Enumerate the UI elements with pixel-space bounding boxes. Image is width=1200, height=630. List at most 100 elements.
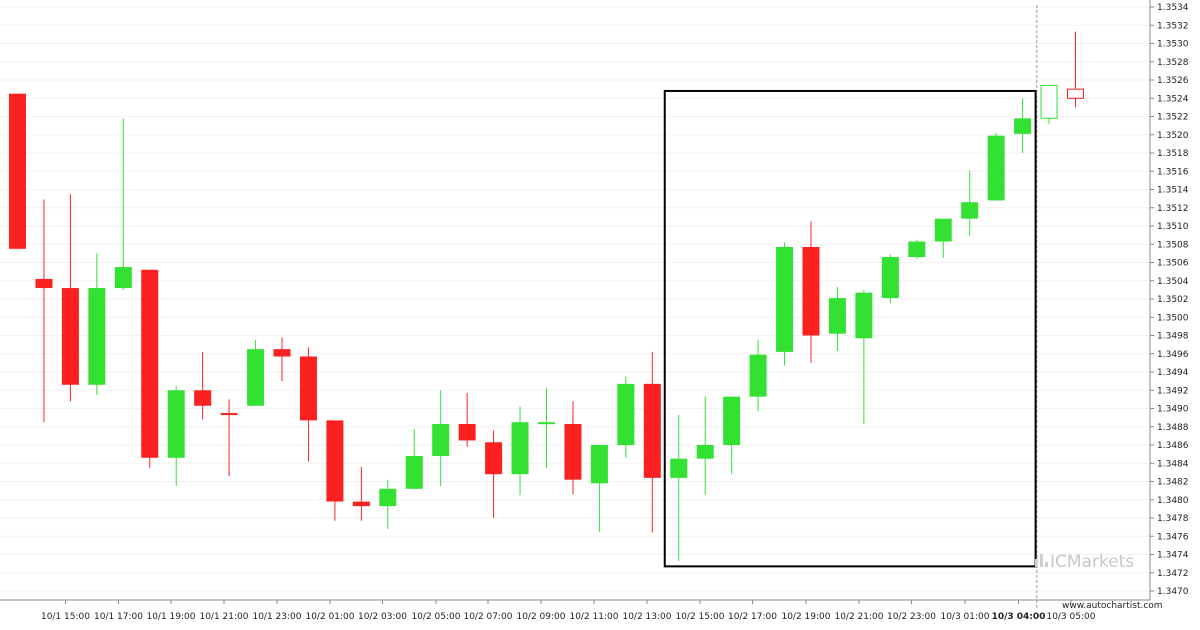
y-tick-label: 1.3502 bbox=[1157, 295, 1189, 305]
candle-body bbox=[828, 298, 846, 334]
candle-body bbox=[987, 135, 1005, 201]
candle-body bbox=[749, 354, 767, 397]
candle-body bbox=[1040, 84, 1058, 119]
y-tick-label: 1.3482 bbox=[1157, 478, 1189, 488]
y-tick-label: 1.3534 bbox=[1157, 3, 1189, 13]
y-tick-label: 1.3490 bbox=[1157, 405, 1189, 415]
candle-body bbox=[670, 458, 688, 478]
candle bbox=[908, 239, 926, 259]
candle-body bbox=[88, 288, 106, 385]
candle-body bbox=[61, 288, 79, 385]
candle bbox=[590, 445, 608, 532]
candle-body bbox=[723, 396, 741, 445]
y-tick-label: 1.3528 bbox=[1157, 58, 1189, 68]
candle-body bbox=[855, 292, 873, 339]
y-tick-label: 1.3496 bbox=[1157, 350, 1189, 360]
candle bbox=[828, 287, 846, 352]
candle bbox=[35, 199, 53, 423]
candle bbox=[352, 466, 370, 521]
watermark-text: ICMarkets bbox=[1050, 552, 1134, 572]
candles bbox=[9, 31, 1084, 561]
candle-body bbox=[273, 349, 291, 357]
candle bbox=[987, 132, 1005, 201]
candle-body bbox=[194, 390, 212, 406]
candle-body bbox=[141, 269, 159, 458]
candle bbox=[379, 479, 397, 529]
candle-body bbox=[352, 501, 370, 507]
y-tick-label: 1.3508 bbox=[1157, 240, 1189, 250]
y-tick-label: 1.3524 bbox=[1157, 94, 1189, 104]
x-tick-label: 10/2 09:00 bbox=[516, 612, 565, 622]
candle-body bbox=[432, 424, 450, 456]
candle bbox=[881, 254, 899, 304]
y-tick-label: 1.3486 bbox=[1157, 441, 1189, 451]
icmarkets-logo: ICMarkets bbox=[1035, 552, 1134, 572]
candle bbox=[326, 420, 344, 521]
candle-body bbox=[35, 278, 53, 289]
x-tick-label: 10/3 01:00 bbox=[940, 612, 989, 622]
candle-body bbox=[961, 202, 979, 219]
candle bbox=[9, 93, 26, 249]
x-tick-label: 10/2 23:00 bbox=[887, 612, 936, 622]
x-tick-label: 10/2 17:00 bbox=[728, 612, 777, 622]
y-tick-label: 1.3504 bbox=[1157, 277, 1189, 287]
x-tick-label: 10/2 07:00 bbox=[463, 612, 512, 622]
candle-body bbox=[908, 241, 926, 258]
x-tick-label: 10/1 23:00 bbox=[252, 612, 301, 622]
candle-body bbox=[564, 424, 582, 480]
candle bbox=[247, 340, 265, 406]
x-tick-label: 10/2 11:00 bbox=[569, 612, 618, 622]
candle-body bbox=[590, 445, 608, 484]
candle bbox=[220, 399, 238, 477]
y-tick-label: 1.3532 bbox=[1157, 21, 1189, 31]
candle bbox=[141, 269, 159, 468]
y-tick-label: 1.3478 bbox=[1157, 514, 1189, 524]
y-tick-label: 1.3518 bbox=[1157, 149, 1189, 159]
candle bbox=[405, 429, 423, 489]
x-tick-label: 10/2 15:00 bbox=[675, 612, 724, 622]
y-tick-label: 1.3498 bbox=[1157, 332, 1189, 342]
candle bbox=[776, 242, 794, 366]
candle bbox=[432, 390, 450, 487]
candle bbox=[802, 221, 820, 363]
credit-text: www.autochartist.com bbox=[1062, 601, 1163, 611]
candle-body bbox=[114, 267, 132, 289]
candle bbox=[114, 118, 132, 290]
candle bbox=[511, 406, 529, 496]
x-tick-label: 10/2 01:00 bbox=[305, 612, 354, 622]
x-tick-label: 10/2 03:00 bbox=[358, 612, 407, 622]
candle bbox=[696, 396, 714, 495]
y-tick-label: 1.3474 bbox=[1157, 551, 1189, 561]
candle-body bbox=[934, 218, 952, 242]
candle bbox=[538, 388, 555, 468]
candle bbox=[749, 340, 767, 412]
x-tick-label: 10/3 05:00 bbox=[1046, 612, 1095, 622]
y-tick-label: 1.3484 bbox=[1157, 459, 1189, 469]
y-tick-label: 1.3506 bbox=[1157, 259, 1189, 269]
candle-body bbox=[9, 93, 26, 249]
candle bbox=[1014, 98, 1032, 153]
candle-body bbox=[167, 390, 185, 458]
x-tick-label: 10/1 19:00 bbox=[146, 612, 195, 622]
candle bbox=[61, 194, 79, 402]
candle bbox=[1040, 84, 1058, 124]
y-tick-label: 1.3520 bbox=[1157, 131, 1189, 141]
y-tick-label: 1.3500 bbox=[1157, 313, 1189, 323]
candle bbox=[723, 396, 741, 475]
candle-body bbox=[247, 349, 265, 406]
candle-body bbox=[458, 424, 476, 441]
candle-body bbox=[776, 246, 794, 352]
x-tick-label: 10/3 04:00 bbox=[992, 612, 1046, 622]
candle-body bbox=[881, 257, 899, 299]
x-tick-label: 10/2 19:00 bbox=[781, 612, 830, 622]
candle-body bbox=[299, 356, 317, 421]
candle-body bbox=[511, 422, 529, 475]
grid bbox=[0, 6, 1150, 592]
candle bbox=[88, 253, 106, 395]
candle-body bbox=[538, 422, 555, 425]
x-tick-label: 10/2 21:00 bbox=[834, 612, 883, 622]
x-axis-ticks: 10/1 15:00 10/1 17:00 10/1 19:00 10/1 21:00… bbox=[41, 600, 1096, 622]
candle bbox=[961, 170, 979, 237]
candle-body bbox=[643, 383, 661, 478]
x-tick-label: 10/1 17:00 bbox=[94, 612, 143, 622]
